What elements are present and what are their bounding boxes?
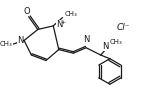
Text: N: N [56,20,62,29]
Text: Cl⁻: Cl⁻ [116,23,130,32]
Text: N: N [17,36,23,45]
Text: CH₃: CH₃ [0,41,12,47]
Text: CH₃: CH₃ [110,39,123,45]
Text: +: + [61,20,66,25]
Text: O: O [24,7,30,16]
Text: N: N [102,42,108,51]
Text: N: N [83,35,89,44]
Text: CH₃: CH₃ [64,11,77,17]
